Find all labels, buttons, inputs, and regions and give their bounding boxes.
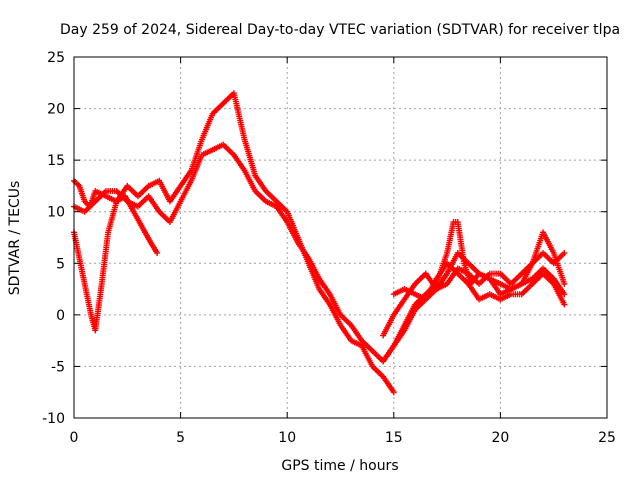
x-tick-label: 10 bbox=[278, 430, 296, 446]
series-track-1 bbox=[71, 90, 397, 396]
series-track-2 bbox=[71, 193, 161, 334]
x-tick-label: 0 bbox=[70, 430, 79, 446]
data-point bbox=[561, 280, 568, 287]
data-points bbox=[71, 90, 568, 396]
y-tick-label: 10 bbox=[47, 205, 65, 221]
data-point bbox=[154, 249, 161, 256]
x-tick-label: 5 bbox=[176, 430, 185, 446]
series-track-6 bbox=[390, 260, 568, 308]
y-tick-label: 15 bbox=[47, 153, 65, 169]
y-tick-label: 0 bbox=[56, 308, 65, 324]
chart-title: Day 259 of 2024, Sidereal Day-to-day VTE… bbox=[60, 22, 620, 38]
data-point bbox=[561, 249, 568, 256]
data-point bbox=[561, 291, 568, 298]
data-point bbox=[561, 301, 568, 308]
x-tick-label: 25 bbox=[598, 430, 616, 446]
x-axis-label: GPS time / hours bbox=[281, 458, 398, 474]
y-tick-label: -5 bbox=[51, 359, 65, 375]
axis-ticks: 0 5 10 15 20 25 -10 -5 0 5 10 15 20 25 bbox=[42, 50, 616, 446]
series-track-5 bbox=[380, 249, 568, 339]
y-tick-label: 20 bbox=[47, 102, 65, 118]
y-tick-label: -10 bbox=[42, 411, 65, 427]
plot-frame bbox=[73, 56, 608, 419]
data-point bbox=[390, 389, 397, 396]
y-axis-label: SDTVAR / TECUs bbox=[7, 181, 23, 296]
grid bbox=[74, 57, 607, 418]
y-tick-label: 25 bbox=[47, 50, 65, 66]
y-tick-label: 5 bbox=[56, 256, 65, 272]
x-tick-label: 20 bbox=[491, 430, 509, 446]
x-tick-label: 15 bbox=[385, 430, 403, 446]
